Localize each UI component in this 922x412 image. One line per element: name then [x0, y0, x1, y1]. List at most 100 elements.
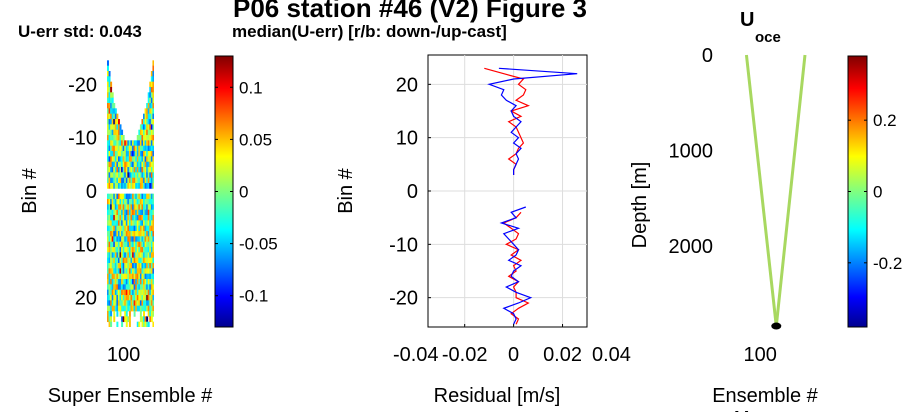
heatmap-cell — [152, 306, 154, 312]
heatmap-cell — [123, 135, 125, 141]
heatmap-cell — [152, 71, 154, 77]
panel-1-x-ticks: 100 — [107, 344, 140, 366]
heatmap-cell — [116, 322, 118, 328]
title-uoce: U — [740, 9, 754, 31]
heatmap-cell — [129, 311, 131, 317]
heatmap-cell — [148, 322, 150, 328]
heatmap-cell — [152, 274, 154, 280]
heatmap-cell — [107, 60, 109, 66]
heatmap-cell — [152, 172, 154, 178]
panel-2-x-ticks: -0.04 -0.02 0 0.02 0.04 — [393, 324, 631, 366]
panel-1-ylabel: Bin # — [19, 167, 41, 213]
heatmap-cell — [152, 108, 154, 114]
heatmap-cell — [152, 322, 154, 328]
panel-2-xtick-label: 0 — [508, 344, 519, 366]
heatmap-cell — [110, 82, 112, 88]
heatmap-cell — [120, 311, 122, 317]
colorbar-2-tick-label: -0.2 — [873, 254, 902, 273]
colorbar-1-tick-label: 0.05 — [239, 130, 272, 149]
heatmap-cell — [152, 284, 154, 290]
colorbar-1-tick-label: 0.1 — [239, 78, 263, 97]
panel-3-xtick-label: 100 — [744, 344, 777, 366]
panel-3: 010002000 100 Depth [m] Ensemble # — [629, 45, 819, 407]
panel-1-ytick-label: 10 — [75, 234, 97, 256]
heatmap-cell — [152, 242, 154, 248]
heatmap-cell — [113, 311, 115, 317]
heatmap-cell — [129, 322, 131, 328]
heatmap-cell — [152, 146, 154, 152]
heatmap-cell — [152, 124, 154, 130]
heatmap-cell — [110, 316, 112, 322]
heatmap-cell — [152, 162, 154, 168]
heatmap-cell — [152, 290, 154, 296]
heatmap-cell — [152, 231, 154, 237]
heatmap-cell — [109, 76, 111, 82]
heatmap-cell — [152, 204, 154, 210]
heatmap-cell — [152, 247, 154, 253]
colorbar-2-tick-label: 0.2 — [873, 111, 897, 130]
heatmap-cell — [113, 103, 115, 109]
panel-1-xtick-label: 100 — [107, 344, 140, 366]
panel-1: -20-1001020 100 Bin # Super Ensemble # — [19, 55, 213, 407]
heatmap-cell — [121, 322, 123, 328]
heatmap-cell — [152, 178, 154, 184]
heatmap-cell — [138, 322, 140, 328]
heatmap-cell — [115, 108, 117, 114]
heatmap-cell — [112, 98, 114, 104]
panel-1-y-ticks: -20-1001020 — [68, 74, 97, 309]
panel-2-ytick-label: -10 — [389, 234, 418, 256]
heatmap-cell — [126, 311, 128, 317]
panel-1-ytick-label: -20 — [68, 74, 97, 96]
heatmap-cell — [152, 258, 154, 264]
figure-title: P06 station #46 (V2) Figure 3 — [233, 0, 587, 23]
panel-2: 20100-10-20 -0.04 -0.02 0 0.02 0.04 Bin # Re… — [335, 55, 631, 407]
colorbar-1: 0.1 0.05 0 -0.05 -0.1 — [215, 56, 278, 327]
heatmap-cell — [110, 311, 112, 317]
heatmap-cell — [113, 316, 115, 322]
heatmap-cell — [129, 316, 131, 322]
heatmap-cell — [152, 135, 154, 141]
heatmap-cell — [146, 316, 148, 322]
heatmap-cell — [121, 130, 123, 136]
bottom-v-label: V — [735, 408, 749, 412]
panel-3-ytick-label: 1000 — [669, 140, 714, 162]
subtitle-median: median(U-err) [r/b: down-/up-cast] — [232, 22, 507, 41]
heatmap-cell — [152, 167, 154, 173]
colorbar-2: 0.2 0 -0.2 — [848, 56, 902, 327]
heatmap-cell — [152, 279, 154, 285]
panel-1-ytick-label: 20 — [75, 288, 97, 310]
panel-1-ytick-label: 0 — [86, 181, 97, 203]
panel-1-xlabel: Super Ensemble # — [48, 385, 213, 407]
panel-2-ytick-label: 10 — [396, 128, 418, 150]
heatmap-cell — [152, 140, 154, 146]
heatmap-cell — [152, 199, 154, 205]
heatmap-cell — [152, 130, 154, 136]
panel-3-ylabel: Depth [m] — [629, 162, 651, 249]
heatmap-cell — [107, 66, 109, 72]
colorbar-1-tick-label: -0.05 — [239, 235, 278, 254]
heatmap-cell — [120, 124, 122, 130]
heatmap-cell — [152, 98, 154, 104]
heatmap-cell — [152, 295, 154, 301]
bottom-marker — [771, 323, 781, 330]
heatmap-cell — [152, 103, 154, 109]
heatmap-cell — [152, 76, 154, 82]
panel-3-ytick-label: 0 — [702, 45, 713, 67]
panel-2-xtick-label: -0.04 — [393, 344, 439, 366]
heatmap-cell — [152, 87, 154, 93]
heatmap-cell — [118, 119, 120, 125]
panel-2-y-ticks: 20100-10-20 — [389, 74, 431, 309]
heatmap-cell — [152, 300, 154, 306]
panel-3-xlabel: Ensemble # — [712, 385, 818, 407]
colorbar-2-tick-label: 0 — [873, 183, 882, 202]
heatmap-cell — [152, 226, 154, 232]
title-uoce-sub: oce — [755, 29, 781, 46]
heatmap-cell — [143, 311, 145, 317]
panel-2-xtick-label: 0.02 — [543, 344, 582, 366]
heatmap-cell — [110, 87, 112, 93]
heatmap-cell — [152, 210, 154, 216]
panel-3-x-ticks: 100 — [744, 344, 777, 366]
heatmap-cell — [152, 220, 154, 226]
panel-3-y-ticks: 010002000 — [669, 45, 714, 258]
heatmap-cell — [151, 316, 153, 322]
